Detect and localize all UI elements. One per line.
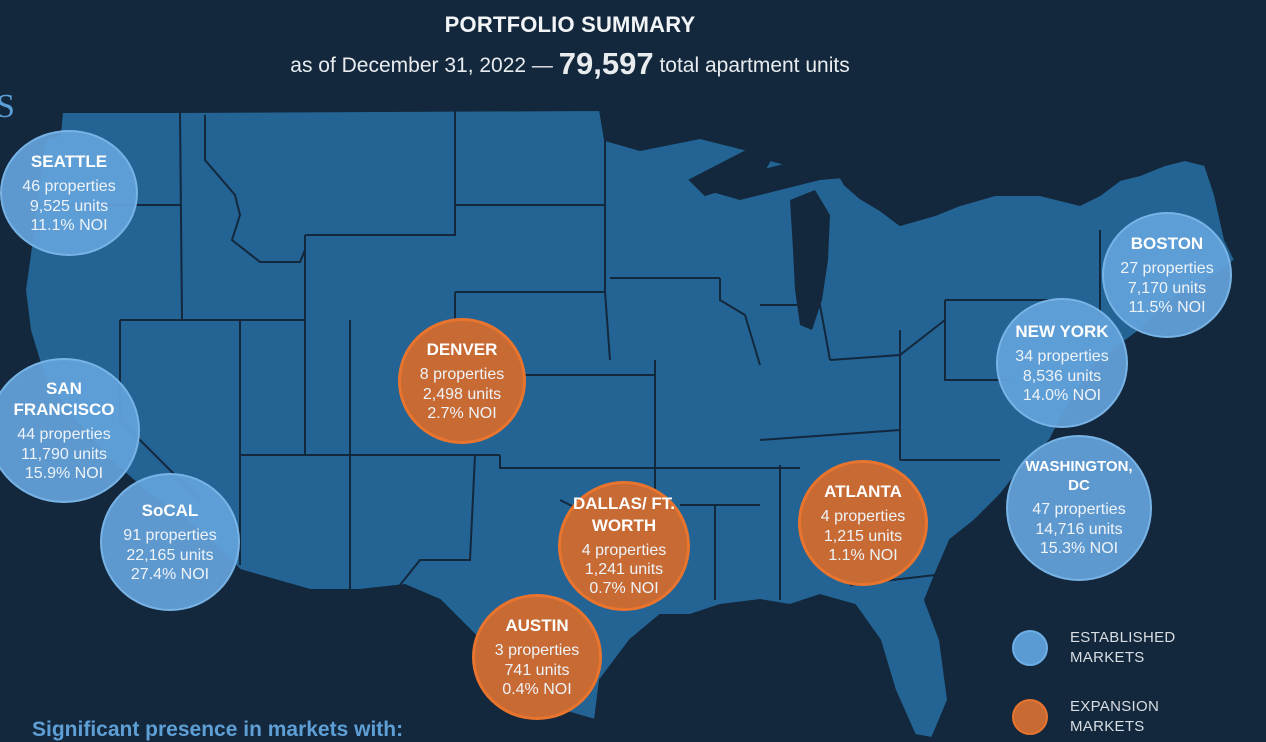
- market-name: DENVER: [426, 340, 498, 360]
- market-properties: 44 properties: [17, 426, 111, 444]
- corner-text-fragment: S: [0, 88, 15, 125]
- market-units: 1,241 units: [584, 561, 664, 579]
- market-properties: 27 properties: [1120, 260, 1214, 278]
- market-noi: 11.1% NOI: [30, 216, 108, 234]
- subtitle-suffix: total apartment units: [659, 54, 850, 77]
- market-name: BOSTON: [1130, 234, 1204, 254]
- market-noi: 0.7% NOI: [589, 580, 659, 598]
- market-units: 2,498 units: [422, 385, 502, 403]
- market-name: SEATTLE: [30, 152, 108, 172]
- market-properties: 34 properties: [1015, 348, 1109, 366]
- market-noi: 14.0% NOI: [1022, 386, 1102, 404]
- market-bubble-austin[interactable]: AUSTIN 3 properties 741 units 0.4% NOI: [472, 594, 602, 720]
- market-bubble-socal[interactable]: SoCAL 91 properties 22,165 units 27.4% N…: [100, 473, 240, 611]
- market-bubble-dallas-ft-worth[interactable]: DALLAS/ FT. WORTH 4 properties 1,241 uni…: [558, 481, 690, 611]
- lake-superior: [705, 160, 880, 200]
- legend-established-label: ESTABLISHED MARKETS: [1070, 629, 1176, 666]
- market-bubble-atlanta[interactable]: ATLANTA 4 properties 1,215 units 1.1% NO…: [798, 460, 928, 586]
- established-marker-icon: [1012, 629, 1048, 666]
- market-bubble-denver[interactable]: DENVER 8 properties 2,498 units 2.7% NOI: [398, 318, 526, 444]
- legend-expansion: EXPANSION MARKETS: [1012, 697, 1180, 736]
- market-units: 7,170 units: [1127, 279, 1207, 297]
- legend-established: ESTABLISHED MARKETS: [1012, 628, 1195, 667]
- market-properties: 46 properties: [22, 178, 116, 196]
- market-properties: 4 properties: [820, 508, 906, 526]
- market-units: 1,215 units: [823, 527, 903, 545]
- market-noi: 11.5% NOI: [1128, 298, 1206, 316]
- market-bubble-new-york[interactable]: NEW YORK 34 properties 8,536 units 14.0%…: [996, 298, 1128, 428]
- market-name: NEW YORK: [1015, 322, 1109, 342]
- lake-michigan: [790, 190, 830, 330]
- page-subtitle: as of December 31, 2022 — 79,597 total a…: [0, 46, 1140, 82]
- subtitle-date: as of December 31, 2022 —: [290, 54, 553, 77]
- market-name: SAN FRANCISCO: [13, 378, 115, 420]
- market-units: 741 units: [504, 661, 570, 679]
- market-properties: 8 properties: [419, 366, 505, 384]
- us-outline: [23, 108, 1237, 738]
- footer-heading: Significant presence in markets with:: [32, 718, 404, 741]
- market-noi: 0.4% NOI: [502, 680, 572, 698]
- market-noi: 15.9% NOI: [24, 464, 104, 482]
- market-properties: 91 properties: [123, 527, 217, 545]
- market-name: DALLAS/ FT. WORTH: [573, 494, 675, 535]
- market-noi: 15.3% NOI: [1039, 539, 1119, 557]
- market-units: 11,790 units: [21, 445, 107, 463]
- market-name: WASHINGTON, DC: [1025, 457, 1133, 494]
- market-properties: 47 properties: [1032, 501, 1126, 519]
- market-units: 8,536 units: [1022, 367, 1102, 385]
- market-units: 22,165 units: [126, 546, 214, 564]
- page-title: PORTFOLIO SUMMARY: [444, 12, 696, 37]
- market-units: 9,525 units: [29, 197, 109, 215]
- market-noi: 2.7% NOI: [427, 404, 497, 422]
- market-bubble-washington-dc[interactable]: WASHINGTON, DC 47 properties 14,716 unit…: [1006, 435, 1152, 581]
- market-bubble-seattle[interactable]: SEATTLE 46 properties 9,525 units 11.1% …: [0, 130, 138, 256]
- market-units: 14,716 units: [1035, 520, 1123, 538]
- market-noi: 27.4% NOI: [130, 565, 210, 583]
- market-properties: 3 properties: [494, 642, 580, 660]
- market-properties: 4 properties: [581, 541, 667, 559]
- market-bubble-san-francisco[interactable]: SAN FRANCISCO 44 properties 11,790 units…: [0, 358, 140, 503]
- legend-expansion-label: EXPANSION MARKETS: [1070, 698, 1160, 735]
- market-name: SoCAL: [141, 501, 199, 521]
- market-name: ATLANTA: [824, 482, 902, 502]
- market-noi: 1.1% NOI: [828, 546, 898, 564]
- market-bubble-boston[interactable]: BOSTON 27 properties 7,170 units 11.5% N…: [1102, 212, 1232, 338]
- gulf-of-mexico: [600, 600, 880, 738]
- market-name: AUSTIN: [505, 616, 569, 636]
- expansion-marker-icon: [1012, 698, 1048, 735]
- total-units-value: 79,597: [558, 46, 654, 81]
